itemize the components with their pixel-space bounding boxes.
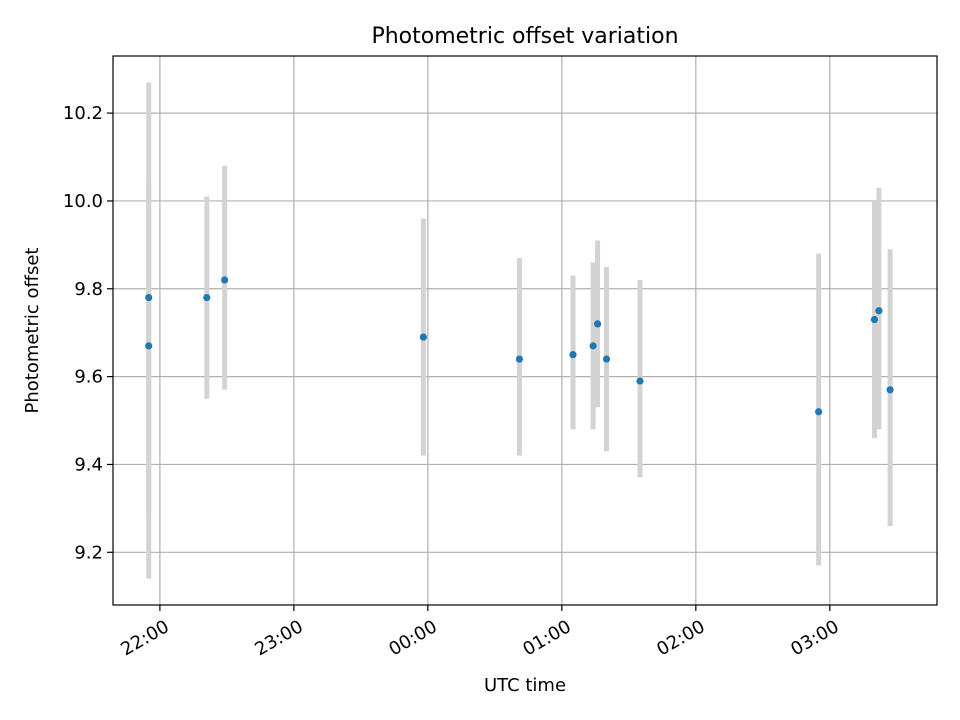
y-axis-title: Photometric offset [22, 248, 43, 414]
y-tick-label: 10.2 [63, 103, 103, 124]
x-tick-label: 23:00 [251, 616, 306, 660]
x-tick-label: 02:00 [653, 616, 708, 660]
data-point [145, 342, 153, 350]
data-point [886, 386, 894, 394]
x-tick-label: 03:00 [787, 616, 842, 660]
data-points [145, 276, 894, 416]
plot-frame [112, 55, 938, 606]
y-tick-label: 9.4 [74, 454, 103, 475]
data-point [815, 408, 823, 416]
x-tick-label: 22:00 [117, 616, 172, 660]
data-point [515, 355, 524, 363]
y-tick-label: 10.0 [63, 191, 103, 212]
data-point [569, 351, 577, 359]
data-point [145, 293, 153, 302]
x-tick-label: 00:00 [385, 616, 440, 660]
data-point [221, 276, 229, 284]
data-point [602, 355, 611, 363]
data-point [593, 320, 602, 328]
data-point [636, 377, 644, 385]
error-bars [146, 82, 893, 579]
y-tick-label: 9.6 [74, 367, 103, 388]
data-point [870, 315, 879, 324]
data-point [203, 293, 211, 302]
y-tick-label: 9.2 [74, 542, 103, 563]
x-tick-label: 01:00 [519, 616, 574, 660]
data-point [875, 307, 883, 315]
y-tick-label: 9.8 [74, 279, 103, 300]
x-axis-title: UTC time [484, 675, 566, 696]
axis-ticks: 22:00 23:00 00:00 01:00 02:00 03:00 9.2 9.4 9.6 9… [63, 103, 843, 660]
data-point [589, 342, 597, 350]
chart-title: Photometric offset variation [371, 24, 678, 49]
grid [113, 56, 937, 605]
data-point [419, 333, 427, 341]
